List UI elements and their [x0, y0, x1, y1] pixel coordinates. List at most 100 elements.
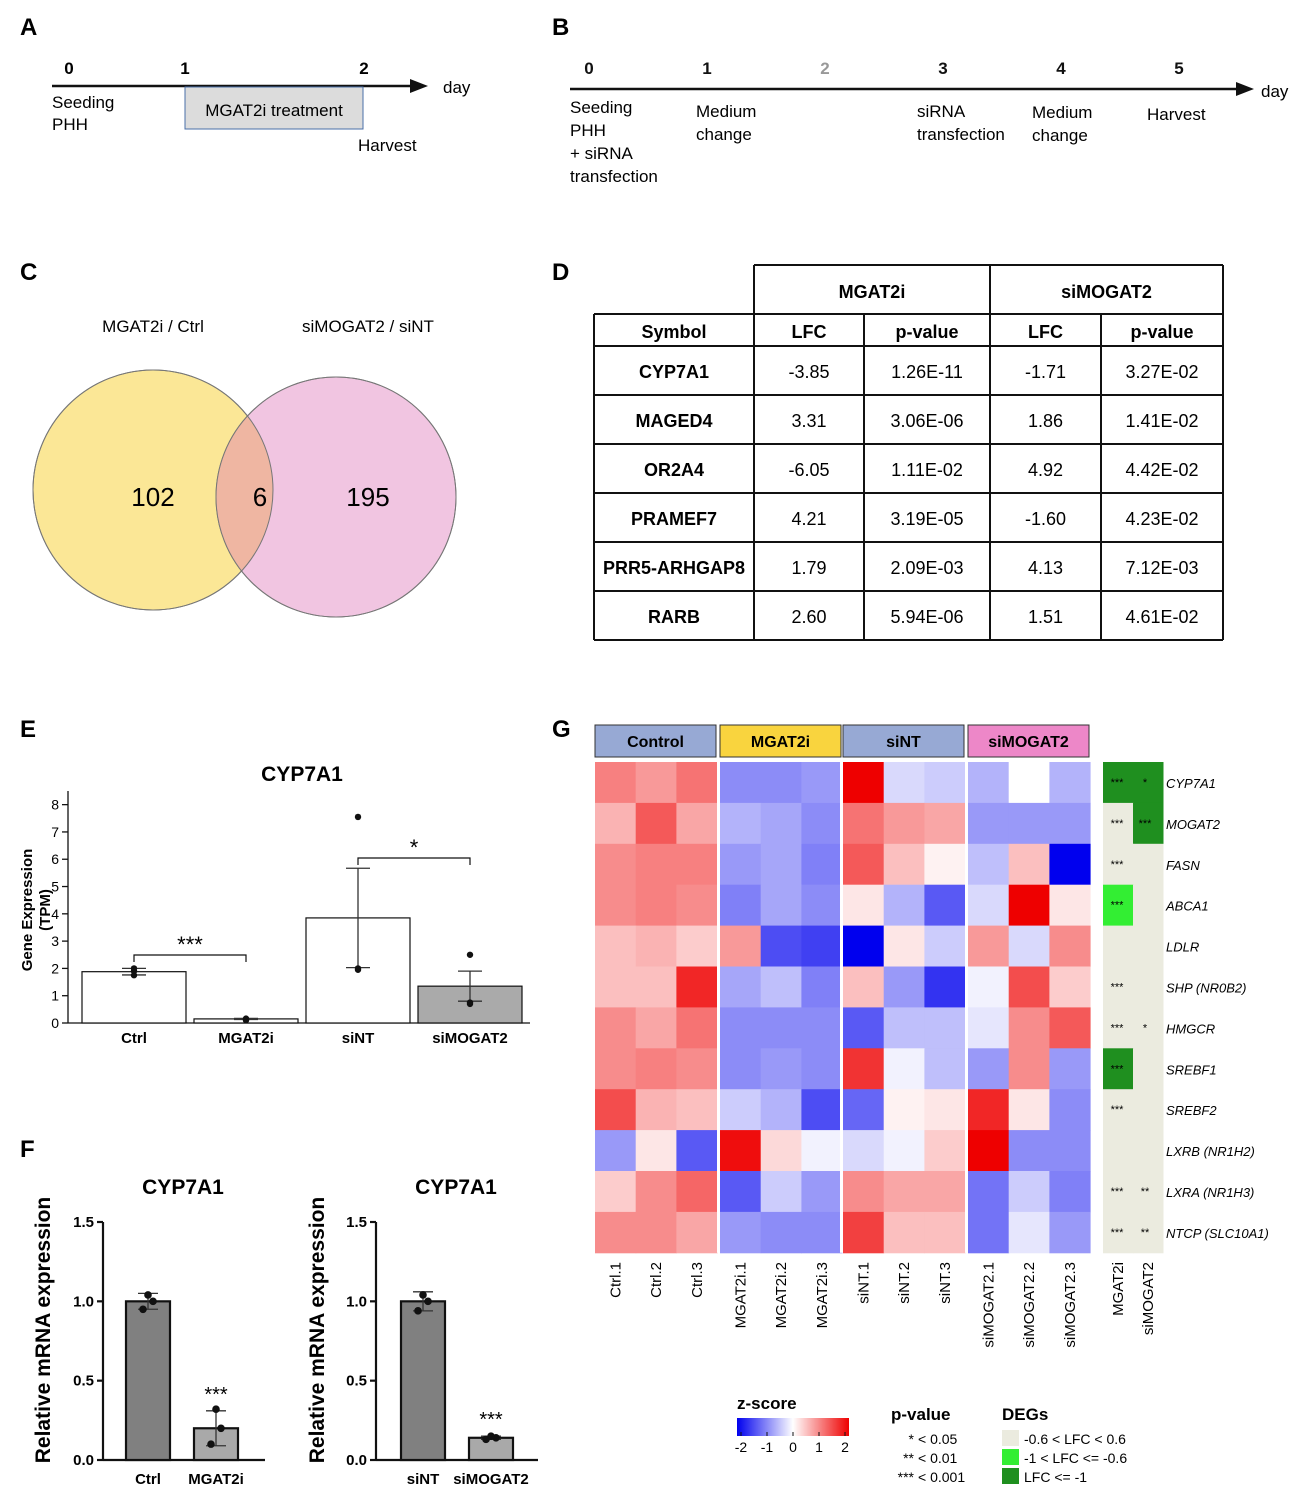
table-cell: -3.85 [788, 362, 829, 382]
timeline-a-tick: 2 [359, 59, 368, 78]
heatmap-cell [843, 762, 885, 804]
table-cell: -1.60 [1025, 509, 1066, 529]
deg-cell [1133, 802, 1164, 845]
timeline-b-event: siRNA [917, 102, 966, 121]
heatmap-cell [843, 1130, 885, 1172]
bar-simogat2 [467, 1436, 515, 1462]
table-cell: 1.86 [1028, 411, 1063, 431]
y-tick-label: 4 [51, 906, 59, 922]
deg-cell [1103, 843, 1134, 886]
significance-bracket [357, 857, 471, 865]
deg-cell [1133, 1211, 1164, 1254]
deg-cell [1103, 1211, 1134, 1254]
heatmap-row-label: ABCA1 [1165, 899, 1209, 914]
heatmap-cell [1049, 1211, 1091, 1254]
table-gene-symbol: PRR5-ARHGAP8 [603, 558, 745, 578]
data-point [466, 951, 474, 958]
table-group-header: MGAT2i [839, 282, 906, 302]
heatmap-cell [924, 762, 966, 804]
heatmap-cell [924, 802, 966, 845]
timeline-b-tick: 1 [702, 59, 711, 78]
deg-significance: *** [1111, 982, 1125, 994]
heatmap-cell [883, 1130, 925, 1172]
heatmap-cell [968, 1171, 1010, 1213]
table-cell: 4.13 [1028, 558, 1063, 578]
data-point [242, 1015, 250, 1022]
heatmap-cell [1008, 884, 1050, 927]
heatmap-column-label: siNT.2 [896, 1262, 913, 1304]
heatmap-group-header [594, 724, 717, 758]
heatmap-cell [843, 925, 885, 967]
heatmap-cell [760, 1171, 802, 1213]
heatmap-cell [595, 1089, 637, 1131]
y-tick-label: 6 [51, 851, 59, 867]
panel-label-d: D [552, 259, 569, 286]
heatmap-cell [595, 802, 637, 845]
timeline-a-event: PHH [52, 115, 88, 134]
deg-significance: *** [1111, 1104, 1125, 1116]
heatmap-cell [883, 1007, 925, 1049]
heatmap-cell [1049, 1007, 1091, 1049]
chart-title: CYP7A1 [142, 1176, 224, 1199]
zscore-tick-label: -2 [735, 1439, 748, 1455]
timeline-b-tick: 5 [1174, 59, 1183, 78]
heatmap-cell [635, 1211, 677, 1254]
timeline-a-harvest: Harvest [358, 136, 417, 155]
deg-cell [1133, 1171, 1164, 1213]
heatmap-column-label: siNT.3 [937, 1262, 954, 1304]
timeline-a-tick: 0 [64, 59, 73, 78]
heatmap-row-label: SHP (NR0B2) [1166, 981, 1246, 996]
timeline-b-tick: 0 [584, 59, 593, 78]
deg-cell [1103, 925, 1134, 967]
heatmap-cell [801, 1130, 843, 1172]
deg-significance: *** [1111, 1063, 1125, 1075]
deg-cell [1103, 1048, 1134, 1090]
heatmap-cell [760, 802, 802, 845]
heatmap-cell [720, 1171, 762, 1213]
deg-cell [1133, 762, 1164, 804]
table-gene-symbol: CYP7A1 [639, 362, 709, 382]
heatmap-cell [1049, 1171, 1091, 1213]
heatmap-cell [635, 762, 677, 804]
panel-label-f: F [20, 1136, 35, 1163]
timeline-a: 0 1 2 day Seeding PHH MGAT2i treatment H… [52, 59, 471, 155]
deg-cell [1133, 843, 1164, 886]
heatmap-cell [968, 802, 1010, 845]
heatmap-separator [840, 762, 843, 1253]
deg-cell [1103, 1171, 1134, 1213]
deg-significance: *** [1111, 1022, 1125, 1034]
heatmap-cell [676, 966, 718, 1008]
heatmap-cell [924, 925, 966, 967]
deg-cell [1133, 884, 1164, 927]
significance-label: * [410, 835, 419, 860]
chart-e: CYP7A1 0 1 2 3 4 5 6 7 8 Gene Expression (TPM) Ctrl M… [19, 763, 530, 1047]
x-tick-label: Ctrl [121, 1030, 147, 1047]
deg-legend-swatch [1002, 1449, 1019, 1465]
x-tick-label: siMOGAT2 [432, 1030, 508, 1047]
y-axis-label: Relative mRNA expression [306, 1197, 329, 1464]
timeline-a-event: Seeding [52, 93, 114, 112]
heatmap-cell [720, 884, 762, 927]
significance-label: *** [479, 1409, 503, 1431]
deg-significance: * [1143, 1022, 1148, 1034]
heatmap-column-label: MGAT2i.2 [773, 1262, 790, 1328]
heatmap-group-label: siNT [886, 734, 921, 751]
deg-legend-label: -0.6 < LFC < 0.6 [1024, 1431, 1126, 1447]
table-cell: 3.27E-02 [1125, 362, 1198, 382]
heatmap-separator [965, 762, 968, 1253]
heatmap-cell [760, 1089, 802, 1131]
deg-significance: *** [1111, 1186, 1125, 1198]
deg-significance: *** [1139, 818, 1153, 830]
timeline-b-event: Harvest [1147, 105, 1206, 124]
deg-significance: ** [1141, 1186, 1150, 1198]
timeline-b-event: change [1032, 126, 1088, 145]
table-gene-symbol: PRAMEF7 [631, 509, 717, 529]
heatmap-cell [843, 966, 885, 1008]
pvalue-legend-title: p-value [891, 1405, 951, 1424]
heatmap-cell [760, 925, 802, 967]
table-group-header: siMOGAT2 [1061, 282, 1152, 302]
deg-legend-label: -1 < LFC <= -0.6 [1024, 1450, 1127, 1466]
panel-label-c: C [20, 259, 37, 286]
deg-legend-title: DEGs [1002, 1405, 1048, 1424]
heatmap-cell [720, 1089, 762, 1131]
